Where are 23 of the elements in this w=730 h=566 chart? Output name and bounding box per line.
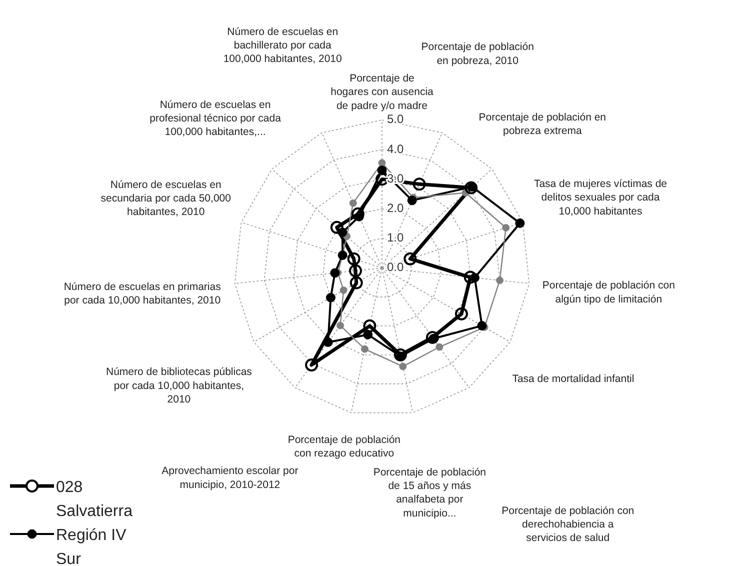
y-tick-label: 0.0 [387, 260, 404, 274]
spoke-label: Número de escuelas en primarias por cada 10,000 habitantes, 2010 [64, 281, 221, 307]
spoke-label: Porcentaje de población con algún tipo de limitación [542, 280, 676, 306]
spoke-label: Número de bibliotecas públicas por cada 10,000 habitantes, 2010 [106, 366, 252, 406]
y-tick-label: 1.0 [387, 230, 404, 245]
y-tick-label: 2.0 [387, 200, 404, 215]
spoke-label: Número de escuelas en bachillerato por cada 100,000 habitantes, 2010 [223, 26, 342, 66]
y-tick-label: 4.0 [387, 142, 404, 156]
spoke-label: Porcentaje de población en pobreza, 2010 [421, 41, 534, 67]
spoke-label: Tasa de mortalidad infantil [512, 373, 634, 386]
y-tick-label: 3.0 [387, 171, 404, 186]
spoke-label: Porcentaje de población en pobreza extrema [478, 111, 606, 138]
spoke-label: Porcentaje de población con rezago educativo [288, 434, 401, 460]
spoke-label: Porcentaje de población con derechohabiencia a servicios de salud [502, 504, 634, 544]
spoke-label: Aprovechamiento escolar por municipio, 2010-2012 [162, 465, 299, 491]
spoke-label: Porcentaje de hogares con ausencia de padre y/o madre [330, 72, 434, 112]
spoke-label: Número de escuelas en profesional técnico por cada 100,000 habitantes,... [150, 98, 282, 138]
legend-label: Región IV Sur [56, 527, 127, 566]
spoke-label: Tasa de mujeres víctimas de delitos sexuales por cada 10,000 habitantes [534, 178, 668, 218]
spoke-label: Porcentaje de población de 15 años y más analfabeta por municipio... [373, 466, 486, 520]
spoke-label: Número de escuelas en secundaria por cada 50,000 habitantes, 2010 [100, 178, 232, 218]
y-tick-label: 5.0 [387, 112, 404, 126]
legend-label: 028 Salvatierra [56, 479, 133, 520]
